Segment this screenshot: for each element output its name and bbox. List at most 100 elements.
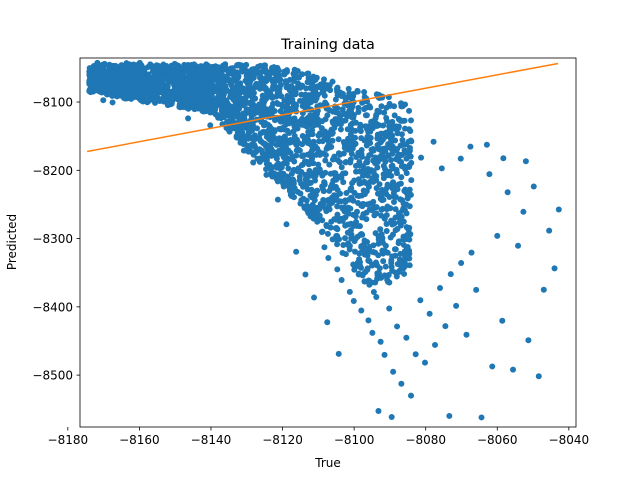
scatter-point (340, 150, 347, 157)
scatter-point (378, 130, 385, 137)
scatter-point (262, 62, 269, 69)
scatter-point (274, 196, 281, 203)
scatter-point (219, 105, 226, 112)
y-axis-label: Predicted (5, 214, 19, 270)
scatter-point (154, 96, 161, 103)
scatter-point (302, 271, 309, 278)
scatter-point (278, 170, 285, 177)
scatter-point (283, 221, 290, 228)
scatter-point (287, 150, 294, 157)
scatter-point (296, 177, 303, 184)
x-axis-ticks: −8180 −8160 −8140 −8120 −8100 −8080 −8060 −8040 (48, 427, 589, 447)
scatter-point (146, 78, 153, 85)
scatter-point (87, 89, 94, 96)
scatter-point (269, 172, 276, 179)
scatter-point (336, 236, 343, 243)
scatter-point (256, 134, 263, 141)
scatter-point (380, 258, 387, 265)
scatter-point (222, 64, 229, 71)
scatter-point (403, 245, 410, 252)
scatter-point (312, 97, 319, 104)
scatter-point (317, 102, 324, 109)
scatter-point (299, 71, 306, 78)
scatter-point (247, 78, 254, 85)
scatter-point (300, 195, 307, 202)
scatter-point (335, 150, 342, 157)
scatter-point (468, 249, 475, 256)
scatter-point (202, 80, 209, 87)
scatter-point (312, 76, 319, 83)
scatter-point (382, 263, 389, 270)
scatter-point (390, 165, 397, 172)
scatter-point (265, 91, 272, 98)
scatter-point (298, 162, 305, 169)
scatter-point (324, 143, 331, 150)
scatter-point (376, 146, 383, 153)
scatter-point (248, 72, 255, 79)
scatter-point (354, 88, 361, 95)
scatter-point (389, 253, 396, 260)
scatter-point (119, 65, 126, 72)
scatter-point (158, 88, 165, 95)
scatter-point (268, 165, 275, 172)
y-tick-label: −8100 (32, 96, 73, 110)
scatter-point (473, 286, 480, 293)
scatter-point (254, 82, 261, 89)
scatter-point (370, 168, 377, 175)
scatter-point (197, 68, 204, 75)
scatter-point (243, 106, 250, 113)
scatter-point (293, 248, 300, 255)
scatter-point (248, 104, 255, 111)
scatter-point (387, 156, 394, 163)
scatter-point (342, 235, 349, 242)
scatter-point (211, 97, 218, 104)
scatter-point (381, 165, 388, 172)
scatter-point (392, 206, 399, 213)
scatter-point (340, 242, 347, 249)
scatter-point (140, 90, 147, 97)
scatter-point (338, 92, 345, 99)
scatter-point (350, 298, 357, 305)
scatter-point (555, 206, 562, 213)
scatter-point (446, 412, 453, 419)
scatter-point (240, 147, 247, 154)
scatter-point (218, 71, 225, 78)
scatter-point (401, 147, 408, 154)
scatter-point (323, 208, 330, 215)
scatter-point (377, 155, 384, 162)
scatter-point (249, 149, 256, 156)
scatter-point (291, 132, 298, 139)
scatter-point (304, 79, 311, 86)
scatter-point (294, 188, 301, 195)
regression-line-series (87, 62, 559, 153)
scatter-point (208, 85, 215, 92)
scatter-point (316, 130, 323, 137)
scatter-point (381, 351, 388, 358)
scatter-point (377, 226, 384, 233)
scatter-point (520, 208, 527, 215)
scatter-point (292, 91, 299, 98)
scatter-point (383, 228, 390, 235)
scatter-point (321, 244, 328, 251)
scatter-point (275, 67, 282, 74)
scatter-point (234, 110, 241, 117)
scatter-point (354, 263, 361, 270)
scatter-point (398, 100, 405, 107)
scatter-point (360, 241, 367, 248)
scatter-point (369, 329, 376, 336)
scatter-point (288, 193, 295, 200)
scatter-point (327, 87, 334, 94)
scatter-point (373, 204, 380, 211)
scatter-point (322, 99, 329, 106)
scatter-point (546, 227, 553, 234)
scatter-point (384, 118, 391, 125)
scatter-point (275, 100, 281, 107)
scatter-point (386, 132, 393, 139)
scatter-point (159, 64, 166, 71)
scatter-point (308, 172, 315, 179)
scatter-point (241, 63, 248, 70)
scatter-point (334, 266, 341, 273)
y-tick-label: −8200 (32, 164, 73, 178)
scatter-point (294, 121, 301, 128)
scatter-point (233, 73, 240, 80)
